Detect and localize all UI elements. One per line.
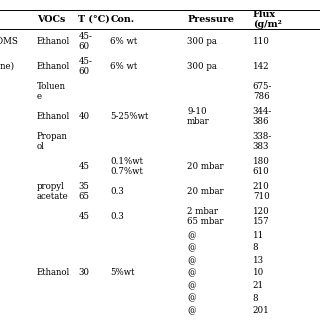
Text: 0.1%wt
0.7%wt: 0.1%wt 0.7%wt	[110, 157, 143, 176]
Text: Toluen
e: Toluen e	[37, 82, 66, 101]
Text: 13: 13	[253, 256, 264, 265]
Text: 45: 45	[78, 162, 89, 171]
Text: 210
710: 210 710	[253, 182, 269, 201]
Text: @: @	[187, 244, 196, 252]
Text: 180
610: 180 610	[253, 157, 270, 176]
Text: 10: 10	[253, 268, 264, 277]
Text: 0.3: 0.3	[110, 212, 124, 221]
Text: 5-25%wt: 5-25%wt	[110, 112, 149, 121]
Text: 30: 30	[78, 268, 89, 277]
Text: Propan
ol: Propan ol	[37, 132, 68, 151]
Text: Ethanol: Ethanol	[37, 268, 70, 277]
Text: 5%wt: 5%wt	[110, 268, 135, 277]
Text: @: @	[187, 293, 196, 302]
Text: 344-
386: 344- 386	[253, 107, 272, 126]
Text: 45-
60: 45- 60	[78, 57, 92, 76]
Text: 300 pa: 300 pa	[187, 62, 217, 71]
Text: 35
65: 35 65	[78, 182, 89, 201]
Text: Ethanol: Ethanol	[37, 37, 70, 46]
Text: @: @	[187, 268, 196, 277]
Text: 338-
383: 338- 383	[253, 132, 272, 151]
Text: 45: 45	[78, 212, 89, 221]
Text: 0.3: 0.3	[110, 187, 124, 196]
Text: 2 mbar
65 mbar: 2 mbar 65 mbar	[187, 207, 224, 226]
Text: 6% wt: 6% wt	[110, 62, 138, 71]
Text: 9-10
mbar: 9-10 mbar	[187, 107, 210, 126]
Text: 40: 40	[78, 112, 90, 121]
Text: @: @	[187, 281, 196, 290]
Text: 45-
60: 45- 60	[78, 32, 92, 51]
Text: @: @	[187, 231, 196, 240]
Text: 20 mbar: 20 mbar	[187, 187, 224, 196]
Text: 675-
786: 675- 786	[253, 82, 272, 101]
Text: 120
157: 120 157	[253, 207, 269, 226]
Text: 21: 21	[253, 281, 264, 290]
Text: 201: 201	[253, 306, 269, 315]
Text: 300 pa: 300 pa	[187, 37, 217, 46]
Text: (zene): (zene)	[0, 62, 14, 71]
Text: T (°C): T (°C)	[78, 15, 110, 24]
Text: 6% wt: 6% wt	[110, 37, 138, 46]
Text: @: @	[187, 306, 196, 315]
Text: Ethanol: Ethanol	[37, 62, 70, 71]
Text: VOCs: VOCs	[37, 15, 65, 24]
Text: 142: 142	[253, 62, 269, 71]
Text: 8: 8	[253, 293, 259, 302]
Text: Ethanol: Ethanol	[37, 112, 70, 121]
Text: @: @	[187, 256, 196, 265]
Text: propyl
acetate: propyl acetate	[37, 182, 68, 201]
Text: )PDMS: )PDMS	[0, 37, 18, 46]
Text: Flux
(g/m²: Flux (g/m²	[253, 10, 282, 29]
Text: Pressure: Pressure	[187, 15, 234, 24]
Text: 8: 8	[253, 244, 259, 252]
Text: 110: 110	[253, 37, 270, 46]
Text: Con.: Con.	[110, 15, 134, 24]
Text: 20 mbar: 20 mbar	[187, 162, 224, 171]
Text: 11: 11	[253, 231, 264, 240]
